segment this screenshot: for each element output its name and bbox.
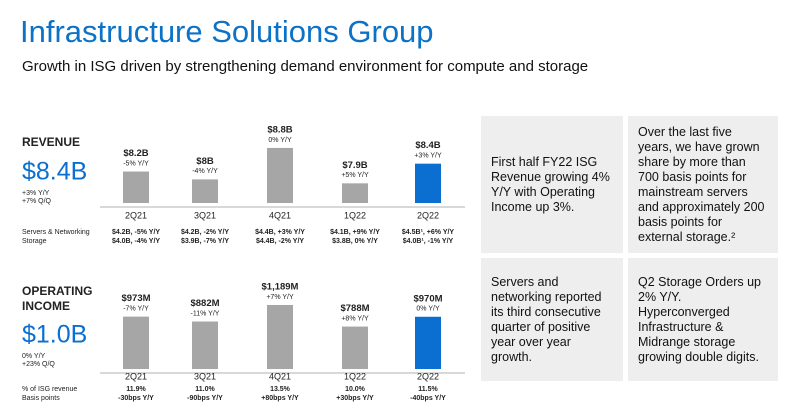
row-cell: $4.4B, +3% Y/Y	[255, 229, 305, 236]
value-label: $8.2B	[123, 148, 148, 159]
row-cell: -40bps Y/Y	[410, 395, 446, 402]
chart-title: INCOME	[22, 299, 70, 313]
headline: $8.4B	[22, 158, 87, 186]
bar	[123, 316, 149, 369]
category-label: 2Q21	[125, 210, 147, 220]
value-label: $7.9B	[342, 160, 367, 171]
value-label: $788M	[340, 303, 369, 314]
row-cell: 13.5%	[270, 386, 291, 393]
row-cell: 10.0%	[345, 386, 366, 393]
headline: $1.0B	[22, 321, 87, 349]
row-cell: +30bps Y/Y	[336, 395, 374, 402]
headline-note: +7% Q/Q	[22, 198, 52, 205]
bar	[415, 316, 441, 369]
row-cell: $4.4B, -2% Y/Y	[256, 238, 304, 245]
change-label: 0% Y/Y	[268, 137, 292, 144]
category-label: 2Q22	[417, 371, 439, 381]
category-label: 2Q22	[417, 210, 439, 220]
row-cell: $4.2B, -5% Y/Y	[112, 229, 160, 236]
bar	[342, 326, 368, 369]
row-cell: $4.0B, -4% Y/Y	[112, 238, 160, 245]
row-cell: $4.5B¹, +6% Y/Y	[402, 229, 455, 236]
bar	[192, 321, 218, 369]
bar	[267, 147, 293, 203]
headline-note: +3% Y/Y	[22, 190, 50, 197]
row-cell: 11.0%	[195, 386, 215, 393]
row-cell: 11.9%	[126, 386, 146, 393]
bar	[123, 171, 149, 203]
category-label: 3Q21	[194, 371, 216, 381]
category-label: 1Q22	[344, 210, 366, 220]
row-cell: $3.9B, -7% Y/Y	[181, 238, 229, 245]
row-cell: 11.5%	[418, 386, 438, 393]
value-label: $8B	[196, 156, 214, 167]
text-box: First half FY22 ISG Revenue growing 4% Y…	[481, 116, 623, 253]
row-cell: -30bps Y/Y	[118, 395, 154, 402]
headline-note: +23% Q/Q	[22, 361, 55, 368]
bar	[415, 163, 441, 203]
change-label: -5% Y/Y	[123, 160, 149, 167]
change-label: +7% Y/Y	[266, 294, 294, 301]
change-label: 0% Y/Y	[416, 306, 440, 313]
bar	[267, 304, 293, 369]
row-label: Servers & Networking	[22, 229, 90, 236]
row-label: Storage	[22, 238, 47, 245]
category-label: 1Q22	[344, 371, 366, 381]
row-label: Basis points	[22, 395, 60, 402]
slide-subtitle: Growth in ISG driven by strengthening de…	[22, 58, 589, 75]
value-label: $970M	[413, 293, 442, 304]
change-label: +5% Y/Y	[341, 172, 369, 179]
row-cell: -90bps Y/Y	[187, 395, 223, 402]
text-box: Servers and networking reported its thir…	[481, 258, 623, 381]
value-label: $8.8B	[267, 124, 292, 135]
row-cell: +80bps Y/Y	[261, 395, 299, 402]
category-label: 2Q21	[125, 371, 147, 381]
row-cell: $4.0B¹, -1% Y/Y	[403, 238, 454, 245]
text-box: Q2 Storage Orders up 2% Y/Y. Hyperconver…	[628, 258, 778, 381]
row-cell: $4.1B, +9% Y/Y	[330, 229, 380, 236]
charts: REVENUE$8.4B+3% Y/Y+7% Q/Q$8.2B-5% Y/Y2Q…	[22, 124, 465, 402]
category-label: 4Q21	[269, 210, 291, 220]
row-label: % of ISG revenue	[22, 386, 77, 393]
change-label: -7% Y/Y	[123, 305, 149, 312]
category-label: 4Q21	[269, 371, 291, 381]
change-label: -11% Y/Y	[191, 310, 220, 317]
value-label: $973M	[121, 293, 150, 304]
text-box: Over the last five years, we have grown …	[628, 116, 778, 253]
slide-title: Infrastructure Solutions Group	[20, 14, 434, 49]
category-label: 3Q21	[194, 210, 216, 220]
bar	[342, 183, 368, 203]
chart-title: OPERATING	[22, 284, 92, 298]
change-label: -4% Y/Y	[192, 168, 218, 175]
value-label: $882M	[190, 298, 219, 309]
bar	[192, 179, 218, 203]
value-label: $1,189M	[262, 281, 299, 292]
chart-title: REVENUE	[22, 135, 80, 149]
change-label: +8% Y/Y	[341, 315, 369, 322]
value-label: $8.4B	[415, 140, 440, 151]
row-cell: $4.2B, -2% Y/Y	[181, 229, 229, 236]
headline-note: 0% Y/Y	[22, 353, 46, 360]
change-label: +3% Y/Y	[414, 153, 442, 160]
row-cell: $3.8B, 0% Y/Y	[332, 238, 378, 245]
